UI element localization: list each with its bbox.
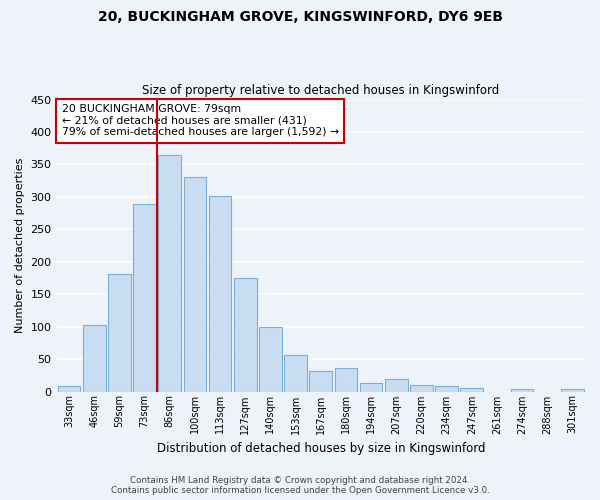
- Bar: [310, 372, 332, 392]
- Bar: [511, 389, 533, 392]
- Title: Size of property relative to detached houses in Kingswinford: Size of property relative to detached ho…: [142, 84, 499, 97]
- Bar: [209, 196, 232, 392]
- Bar: [284, 354, 307, 392]
- Bar: [435, 386, 458, 392]
- Text: Contains HM Land Registry data © Crown copyright and database right 2024.
Contai: Contains HM Land Registry data © Crown c…: [110, 476, 490, 495]
- Bar: [83, 324, 106, 392]
- Text: 20 BUCKINGHAM GROVE: 79sqm
← 21% of detached houses are smaller (431)
79% of sem: 20 BUCKINGHAM GROVE: 79sqm ← 21% of deta…: [62, 104, 339, 137]
- Bar: [133, 204, 156, 392]
- Bar: [360, 383, 382, 392]
- Bar: [184, 178, 206, 392]
- Bar: [234, 278, 257, 392]
- Bar: [259, 326, 282, 392]
- Bar: [410, 385, 433, 392]
- Bar: [561, 389, 584, 392]
- Bar: [108, 274, 131, 392]
- Bar: [158, 154, 181, 392]
- Bar: [460, 388, 483, 392]
- Bar: [385, 379, 407, 392]
- Text: 20, BUCKINGHAM GROVE, KINGSWINFORD, DY6 9EB: 20, BUCKINGHAM GROVE, KINGSWINFORD, DY6 …: [97, 10, 503, 24]
- Y-axis label: Number of detached properties: Number of detached properties: [15, 158, 25, 333]
- Bar: [58, 386, 80, 392]
- X-axis label: Distribution of detached houses by size in Kingswinford: Distribution of detached houses by size …: [157, 442, 485, 455]
- Bar: [335, 368, 357, 392]
